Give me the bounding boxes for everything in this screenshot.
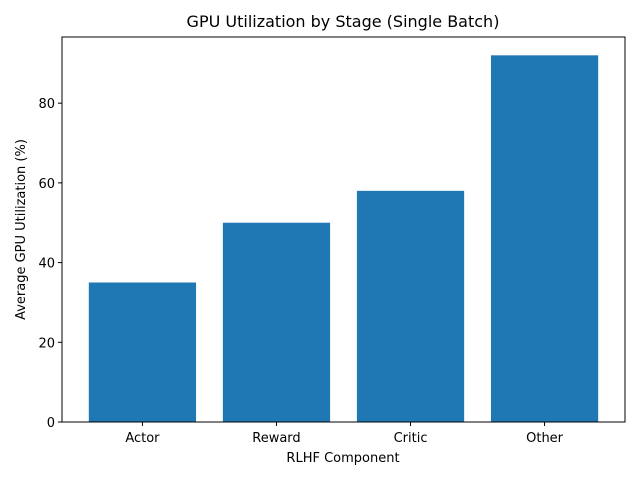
x-tick-label: Critic xyxy=(394,431,428,446)
y-axis-ticks: 0 20 40 60 80 xyxy=(38,97,62,431)
chart-title: GPU Utilization by Stage (Single Batch) xyxy=(187,12,500,31)
bar-actor xyxy=(88,282,197,422)
bar-other xyxy=(490,55,599,422)
x-axis-ticks: Actor Reward Critic Other xyxy=(125,422,564,446)
x-tick-label: Actor xyxy=(125,431,160,446)
bars-group xyxy=(88,55,599,422)
x-tick-label: Reward xyxy=(252,431,300,446)
y-tick-label: 60 xyxy=(38,177,55,192)
x-tick-label: Other xyxy=(526,431,564,446)
y-tick-label: 80 xyxy=(38,97,55,112)
y-tick-label: 40 xyxy=(38,257,55,272)
y-tick-label: 0 xyxy=(47,416,55,431)
y-axis-label: Average GPU Utilization (%) xyxy=(14,139,29,320)
bar-reward xyxy=(222,222,331,422)
y-tick-label: 20 xyxy=(38,336,55,351)
x-axis-label: RLHF Component xyxy=(286,451,399,466)
plot-frame xyxy=(61,36,626,423)
bar-critic xyxy=(356,190,465,422)
